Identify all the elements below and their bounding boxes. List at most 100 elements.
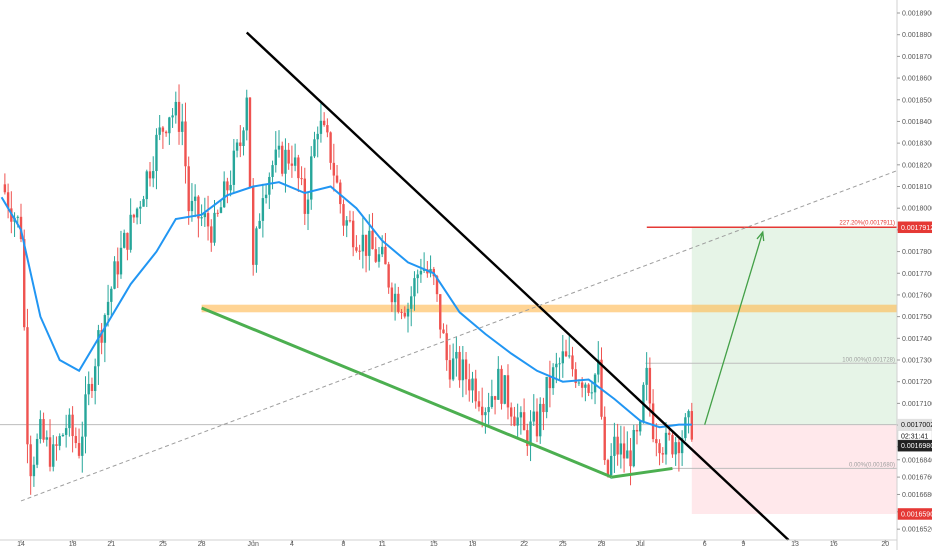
candle-body	[435, 276, 439, 295]
candle-body	[161, 127, 165, 132]
candle-body	[226, 181, 229, 191]
candle-body	[300, 178, 303, 180]
candle-body	[645, 367, 648, 385]
candle-body	[477, 401, 481, 407]
candle-body	[671, 434, 674, 455]
candle-body	[384, 246, 387, 265]
candle-body	[222, 181, 226, 208]
candle-body	[451, 358, 455, 380]
candle-body	[364, 234, 368, 256]
candle-body	[461, 359, 465, 381]
candle-body	[106, 301, 110, 316]
price-badge-label: 0.0016590	[901, 511, 932, 518]
candle-body	[377, 254, 381, 262]
candle-body	[326, 125, 329, 133]
candle-body	[174, 101, 177, 116]
candle-body	[522, 412, 526, 431]
candle-body	[684, 417, 687, 439]
x-tick-label: 21	[107, 541, 115, 548]
projection-arrow-head	[756, 230, 765, 242]
candle-body	[606, 460, 610, 476]
y-tick-label: 0.0016840	[902, 457, 932, 464]
candle-body	[458, 351, 461, 381]
candle-body	[568, 355, 571, 357]
candle-body	[539, 403, 542, 437]
candle-body	[29, 444, 32, 477]
candle-body	[387, 264, 390, 288]
x-tick-label: 28	[198, 541, 206, 548]
candle-body	[335, 175, 339, 183]
candle-body	[545, 376, 548, 413]
candle-body	[574, 369, 577, 384]
candle-body	[664, 432, 668, 455]
x-tick-label: 18	[69, 541, 77, 548]
candle-body	[23, 239, 26, 328]
candle-body	[190, 200, 194, 212]
candle-body	[97, 330, 100, 367]
candle-body	[287, 149, 290, 164]
candle-body	[500, 368, 503, 404]
projection-arrow-line	[704, 231, 764, 425]
falling-support	[201, 306, 613, 479]
candle-body	[329, 132, 332, 163]
candle-body	[129, 214, 132, 250]
candle-body	[177, 101, 181, 132]
candle-body	[229, 184, 232, 191]
candle-body	[561, 351, 564, 364]
candle-body	[555, 363, 558, 368]
candle-body	[619, 443, 623, 455]
candle-body	[197, 196, 200, 219]
x-tick-label: Jul	[636, 541, 645, 548]
candle-body	[277, 145, 281, 150]
candle-body	[322, 120, 326, 126]
candle-body	[455, 351, 458, 359]
candle-body	[203, 213, 207, 218]
candle-body	[464, 359, 468, 380]
y-tick-label: 0.0017800	[902, 249, 932, 256]
candle-body	[200, 217, 203, 219]
price-badge-label: 0.0017002	[901, 422, 932, 429]
candle-body	[35, 438, 39, 465]
candle-body	[406, 308, 410, 317]
candle-body	[609, 455, 613, 476]
candle-body	[584, 384, 587, 388]
candle-body	[516, 417, 519, 426]
price-badge-label: 0.0017912	[901, 225, 932, 232]
candle-body	[590, 392, 594, 394]
x-tick-label: 20	[881, 541, 889, 548]
candle-body	[284, 149, 287, 174]
candle-body	[164, 131, 168, 134]
candle-body	[361, 234, 365, 252]
x-tick-label: 9	[741, 541, 745, 548]
candle-body	[187, 166, 190, 212]
target-label: 227.20%(0.0017911)	[839, 220, 895, 226]
candle-body	[268, 176, 271, 195]
y-tick-label: 0.0018100	[902, 184, 932, 191]
candle-body	[245, 97, 248, 131]
rising-trendline	[20, 170, 898, 502]
y-tick-label: 0.0017200	[902, 379, 932, 386]
y-tick-label: 0.0018700	[902, 54, 932, 61]
candle-body	[603, 416, 606, 461]
candle-body	[310, 156, 313, 200]
candle-body	[303, 178, 306, 214]
candle-body	[374, 249, 377, 262]
candle-body	[219, 207, 223, 213]
candle-body	[255, 228, 258, 265]
candle-body	[342, 204, 345, 226]
candle-body	[319, 120, 323, 134]
candle-body	[142, 199, 145, 207]
candle-body	[3, 184, 7, 193]
overlay-lines-layer	[0, 31, 898, 541]
candle-body	[626, 450, 629, 459]
candle-body	[148, 171, 152, 179]
target-zone	[691, 227, 897, 425]
candle-body	[580, 382, 584, 388]
y-tick-label: 0.0016760	[902, 475, 932, 482]
candle-body	[597, 359, 600, 375]
candle-body	[403, 312, 406, 317]
candle-body	[348, 220, 352, 222]
candle-body	[368, 230, 371, 256]
candle-body	[535, 411, 539, 437]
candle-body	[345, 220, 348, 226]
